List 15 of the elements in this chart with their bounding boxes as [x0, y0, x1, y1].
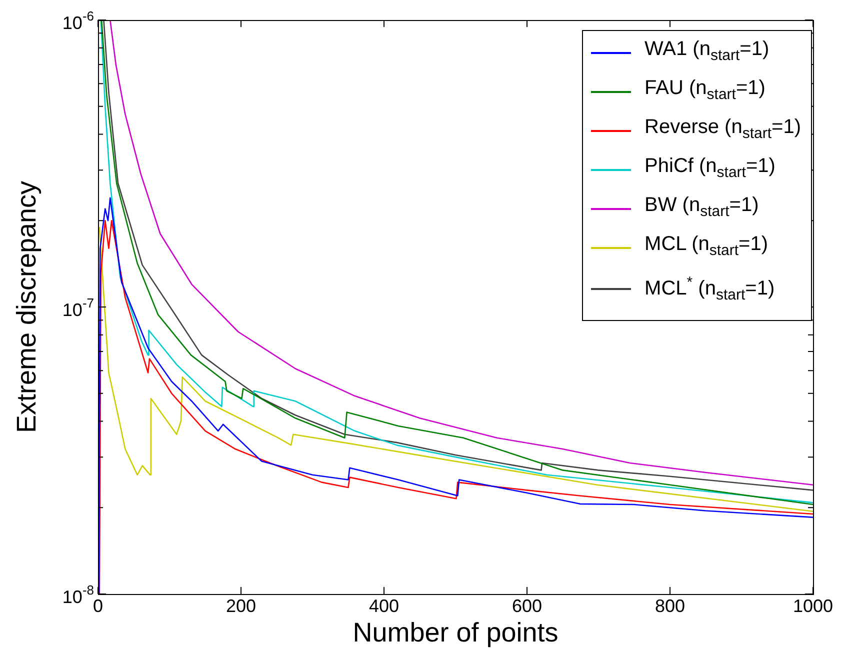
- x-tick-label: 400: [368, 596, 400, 616]
- x-tick-label: 200: [226, 596, 256, 616]
- legend-label: WA1 (n$_{start}$=1): [644, 37, 770, 66]
- x-tick-label: 800: [654, 596, 686, 616]
- y-axis-title: Extreme discrepancy: [11, 180, 42, 434]
- x-tick-label: 600: [512, 596, 542, 616]
- x-axis-title: Number of points: [352, 617, 558, 648]
- legend-label: Reverse (n$_{start}$=1): [644, 115, 801, 144]
- legend-label: MCL$^{*}$ (n$_{start}$=1): [644, 273, 775, 306]
- x-tick-label: 0: [92, 596, 104, 616]
- legend-label: BW (n$_{start}$=1): [644, 193, 759, 222]
- legend-label: FAU (n$_{start}$=1): [644, 76, 766, 105]
- legend-label: PhiCf (n$_{start}$=1): [644, 154, 776, 183]
- legend-label: MCL (n$_{start}$=1): [644, 232, 768, 261]
- x-tick-label: 1000: [792, 596, 834, 616]
